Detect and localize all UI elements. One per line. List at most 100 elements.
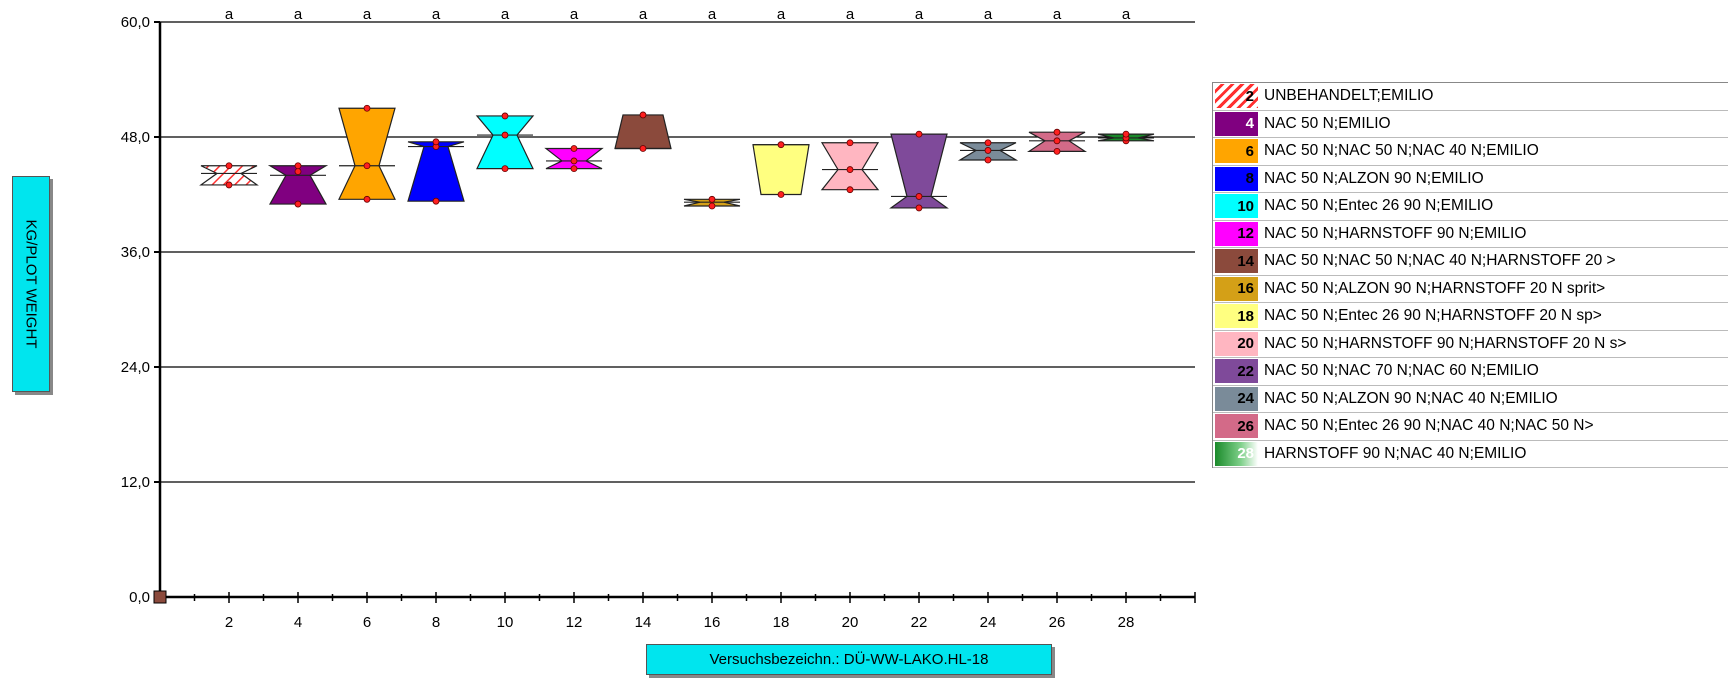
group-letter-4: a [294,6,303,23]
data-point-22 [915,204,923,212]
group-letter-28: a [1122,6,1131,23]
legend-item: 20 NAC 50 N;HARNSTOFF 90 N;HARNSTOFF 20 N… [1213,331,1728,358]
legend-swatch: 18 [1215,304,1258,329]
group-letter-10: a [501,6,510,23]
legend-item: 6 NAC 50 N;NAC 50 N;NAC 40 N;EMILIO [1213,138,1728,166]
legend-label: NAC 50 N;Entec 26 90 N;NAC 40 N;NAC 50 N… [1264,417,1594,435]
legend-label: NAC 50 N;ALZON 90 N;EMILIO [1264,169,1484,187]
data-point-12 [570,165,578,173]
data-point-8 [432,138,440,146]
data-point-8 [432,197,440,205]
data-point-6 [363,104,371,112]
legend-item: 2 UNBEHANDELT;EMILIO [1213,83,1728,111]
data-point-4 [294,162,302,170]
x-tick-label: 26 [1049,614,1066,631]
legend-item: 8 NAC 50 N;ALZON 90 N;EMILIO [1213,166,1728,193]
axes [153,21,1196,604]
boxes [199,104,1155,212]
data-point-22 [915,193,923,200]
group-letter-2: a [225,6,234,23]
legend-swatch: 12 [1215,221,1258,246]
x-tick-label: 12 [566,614,583,631]
group-letter-18: a [777,6,786,23]
grid-lines [160,21,1195,483]
group-letter-6: a [363,6,372,23]
y-axis-label: KG/PLOT WEIGHT [22,219,40,349]
legend-item: 26 NAC 50 N;Entec 26 90 N;NAC 40 N;NAC 50… [1213,413,1728,441]
legend: 2 UNBEHANDELT;EMILIO 4 NAC 50 N;EMILIO 6 NAC … [1212,82,1728,468]
data-point-24 [984,156,992,164]
data-point-10 [501,112,509,120]
x-axis-label-box: Versuchsbezeichn.: DÜ-WW-LAKO.HL-18 [646,644,1052,675]
x-tick-label: 14 [635,614,652,631]
legend-label: HARNSTOFF 90 N;NAC 40 N;EMILIO [1264,444,1527,462]
data-point-26 [1053,137,1061,145]
x-axis-label: Versuchsbezeichn.: DÜ-WW-LAKO.HL-18 [709,651,989,668]
legend-swatch: 22 [1215,359,1258,384]
data-point-22 [915,130,923,138]
data-point-4 [294,168,302,175]
x-tick-label: 10 [497,614,514,631]
y-tick-label: 36,0 [121,244,150,261]
legend-item: 10 NAC 50 N;Entec 26 90 N;EMILIO [1213,193,1728,221]
legend-label: NAC 50 N;ALZON 90 N;HARNSTOFF 20 N sprit… [1264,279,1606,297]
y-tick-label: 60,0 [121,14,150,31]
data-point-10 [501,165,509,173]
legend-item: 16 NAC 50 N;ALZON 90 N;HARNSTOFF 20 N spr… [1213,276,1728,303]
legend-swatch: 14 [1215,249,1258,274]
group-letter-12: a [570,6,579,23]
legend-label: NAC 50 N;HARNSTOFF 90 N;HARNSTOFF 20 N s… [1264,334,1627,352]
legend-label: NAC 50 N;ALZON 90 N;NAC 40 N;EMILIO [1264,389,1558,407]
data-point-12 [570,157,578,165]
legend-item: 22 NAC 50 N;NAC 70 N;NAC 60 N;EMILIO [1213,358,1728,386]
data-point-12 [570,145,578,152]
data-point-26 [1053,128,1061,136]
x-tick-label: 18 [773,614,790,631]
group-letter-16: a [708,6,717,23]
data-point-16 [708,202,716,210]
legend-swatch: 6 [1215,139,1258,164]
data-point-6 [363,195,371,203]
y-tick-label: 0,0 [129,589,150,606]
group-letter-22: a [915,6,924,23]
legend-label: NAC 50 N;HARNSTOFF 90 N;EMILIO [1264,224,1527,242]
x-tick-label: 6 [363,614,371,631]
group-letter-26: a [1053,6,1062,23]
origin-marker [153,590,167,604]
box-6 [338,107,396,200]
legend-label: NAC 50 N;EMILIO [1264,114,1391,132]
group-letter-20: a [846,6,855,23]
x-tick-label: 28 [1118,614,1135,631]
legend-swatch: 16 [1215,276,1258,301]
data-point-2 [225,162,233,170]
x-tick-label: 4 [294,614,302,631]
legend-swatch: 8 [1215,166,1258,191]
legend-item: 12 NAC 50 N;HARNSTOFF 90 N;EMILIO [1213,221,1728,248]
legend-swatch: 24 [1215,386,1258,411]
legend-swatch: 28 [1215,441,1258,466]
x-tick-label: 20 [842,614,859,631]
data-point-20 [846,166,854,173]
legend-swatch: 2 [1215,84,1258,109]
data-point-6 [363,162,371,170]
legend-label: NAC 50 N;NAC 50 N;NAC 40 N;HARNSTOFF 20 … [1264,252,1616,270]
data-point-10 [501,131,509,139]
legend-label: NAC 50 N;Entec 26 90 N;HARNSTOFF 20 N sp… [1264,307,1602,325]
legend-label: NAC 50 N;Entec 26 90 N;EMILIO [1264,197,1494,215]
x-tick-label: 8 [432,614,440,631]
x-tick-label: 24 [980,614,997,631]
data-point-14 [639,111,647,119]
x-tick-label: 2 [225,614,233,631]
legend-item: 24 NAC 50 N;ALZON 90 N;NAC 40 N;EMILIO [1213,386,1728,413]
x-tick-label: 22 [911,614,928,631]
legend-item: 14 NAC 50 N;NAC 50 N;NAC 40 N;HARNSTOFF 2… [1213,248,1728,276]
legend-swatch: 20 [1215,331,1258,356]
data-point-18 [777,191,785,198]
box-8 [407,141,465,202]
box-14 [614,114,672,150]
group-letter-14: a [639,6,648,23]
data-point-2 [225,181,233,189]
group-letter-24: a [984,6,993,23]
data-point-18 [777,141,785,149]
